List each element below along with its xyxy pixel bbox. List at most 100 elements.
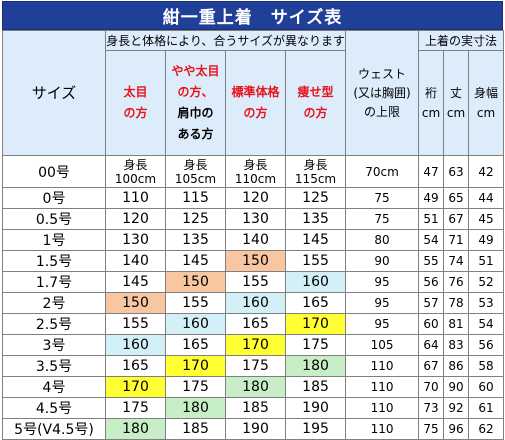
height-cell: 155 — [105, 313, 166, 335]
header-col-heavy: 太目 の方 — [105, 50, 166, 156]
waist-cell: 95 — [345, 313, 420, 335]
header-line: やや太目 — [171, 64, 220, 78]
height-cell: 110 — [105, 187, 166, 209]
measure-cell: 47 — [418, 155, 445, 188]
header-measure-label: 裄 — [425, 86, 438, 100]
height-cell: 160 — [165, 313, 226, 335]
header-measure-unit: cm — [446, 106, 466, 120]
measure-cell: 54 — [468, 313, 505, 335]
table-row: 3.5号 165 170 175 180 110 67 86 58 — [2, 355, 505, 377]
measure-cell: 60 — [468, 376, 505, 398]
measure-cell: 67 — [418, 355, 445, 377]
size-table: サイズ 身長と体格により、合うサイズが異なります ウェスト (又は胸囲) の上限… — [2, 30, 505, 440]
height-value: 115cm — [294, 171, 337, 186]
table-row: 5号(V4.5号) 180 185 190 195 110 75 96 62 — [2, 418, 505, 440]
header-waist-line: (又は胸囲) — [353, 85, 411, 100]
measure-cell: 74 — [443, 250, 470, 272]
size-name: 3.5号 — [2, 355, 106, 377]
height-cell: 155 — [165, 292, 226, 314]
height-cell: 160 — [284, 271, 347, 293]
header-line: の方 — [243, 106, 268, 120]
header-size: サイズ — [2, 30, 106, 156]
waist-cell: 90 — [345, 250, 420, 272]
measure-cell: 75 — [418, 418, 445, 440]
height-label: 身長 — [183, 157, 208, 172]
measure-cell: 86 — [443, 355, 470, 377]
measure-cell: 44 — [468, 187, 505, 209]
measure-cell: 73 — [418, 397, 445, 419]
height-cell: 185 — [284, 376, 347, 398]
waist-cell: 80 — [345, 229, 420, 251]
height-cell: 120 — [225, 187, 286, 209]
measure-cell: 96 — [443, 418, 470, 440]
measure-cell: 51 — [418, 208, 445, 230]
header-measure-unit: cm — [421, 106, 441, 120]
measure-cell: 64 — [418, 334, 445, 356]
measure-cell: 71 — [443, 229, 470, 251]
header-measure-length: 丈 cm — [443, 50, 470, 156]
height-cell: 165 — [105, 355, 166, 377]
height-cell: 130 — [225, 208, 286, 230]
height-cell: 125 — [284, 187, 347, 209]
measure-cell: 45 — [468, 208, 505, 230]
height-cell: 125 — [165, 208, 226, 230]
waist-cell: 75 — [345, 208, 420, 230]
table-row: 4号 170 175 180 185 110 70 90 60 — [2, 376, 505, 398]
height-value: 100cm — [114, 171, 157, 186]
measure-cell: 61 — [468, 397, 505, 419]
height-value: 105cm — [174, 171, 217, 186]
height-cell: 180 — [165, 397, 226, 419]
header-measure-unit: cm — [476, 106, 496, 120]
height-value: 110cm — [234, 171, 277, 186]
measure-cell: 76 — [443, 271, 470, 293]
height-cell: 145 — [105, 271, 166, 293]
height-cell: 身長 105cm — [165, 155, 226, 188]
table-row: 00号 身長 100cm 身長 105cm 身長 110cm 身長 115cm — [2, 155, 505, 188]
header-line: の方 — [123, 106, 148, 120]
header-line: 痩せ型 — [297, 85, 334, 99]
measure-cell: 52 — [468, 271, 505, 293]
waist-cell: 110 — [345, 418, 420, 440]
height-cell: 155 — [284, 250, 347, 272]
measure-cell: 78 — [443, 292, 470, 314]
height-cell: 185 — [225, 397, 286, 419]
header-group-measure: 上着の実寸法 — [418, 30, 505, 51]
height-cell: 身長 100cm — [105, 155, 166, 188]
header-measure-label: 身幅 — [474, 86, 499, 100]
measure-cell: 90 — [443, 376, 470, 398]
size-name: 1.7号 — [2, 271, 106, 293]
height-cell: 165 — [165, 334, 226, 356]
header-measure-width: 身幅 cm — [468, 50, 505, 156]
measure-cell: 53 — [468, 292, 505, 314]
size-name: 1号 — [2, 229, 106, 251]
header-line: の方、 — [177, 85, 214, 99]
waist-cell: 110 — [345, 376, 420, 398]
measure-cell: 54 — [418, 229, 445, 251]
height-label: 身長 — [303, 157, 328, 172]
measure-cell: 67 — [443, 208, 470, 230]
height-cell: 120 — [105, 208, 166, 230]
size-name: 00号 — [2, 155, 106, 188]
size-name: 1.5号 — [2, 250, 106, 272]
height-cell: 195 — [284, 418, 347, 440]
waist-cell: 95 — [345, 292, 420, 314]
measure-cell: 57 — [418, 292, 445, 314]
table-row: 1.5号 140 145 150 155 90 55 74 51 — [2, 250, 505, 272]
measure-cell: 49 — [418, 187, 445, 209]
measure-cell: 65 — [443, 187, 470, 209]
height-cell: 175 — [165, 376, 226, 398]
table-row: 3号 160 165 170 175 105 64 83 56 — [2, 334, 505, 356]
header-waist: ウェスト (又は胸囲) の上限 — [345, 30, 420, 156]
height-cell: 175 — [284, 334, 347, 356]
height-cell: 145 — [165, 250, 226, 272]
header-measure-label: 丈 — [450, 86, 463, 100]
header-line: 太目 — [123, 85, 148, 99]
table-row: 0.5号 120 125 130 135 75 51 67 45 — [2, 208, 505, 230]
height-cell: 身長 110cm — [225, 155, 286, 188]
height-cell: 180 — [105, 418, 166, 440]
height-cell: 135 — [284, 208, 347, 230]
size-name: 2号 — [2, 292, 106, 314]
header-col-slightly-heavy: やや太目 の方、 肩巾の ある方 — [165, 50, 226, 156]
measure-cell: 70 — [418, 376, 445, 398]
